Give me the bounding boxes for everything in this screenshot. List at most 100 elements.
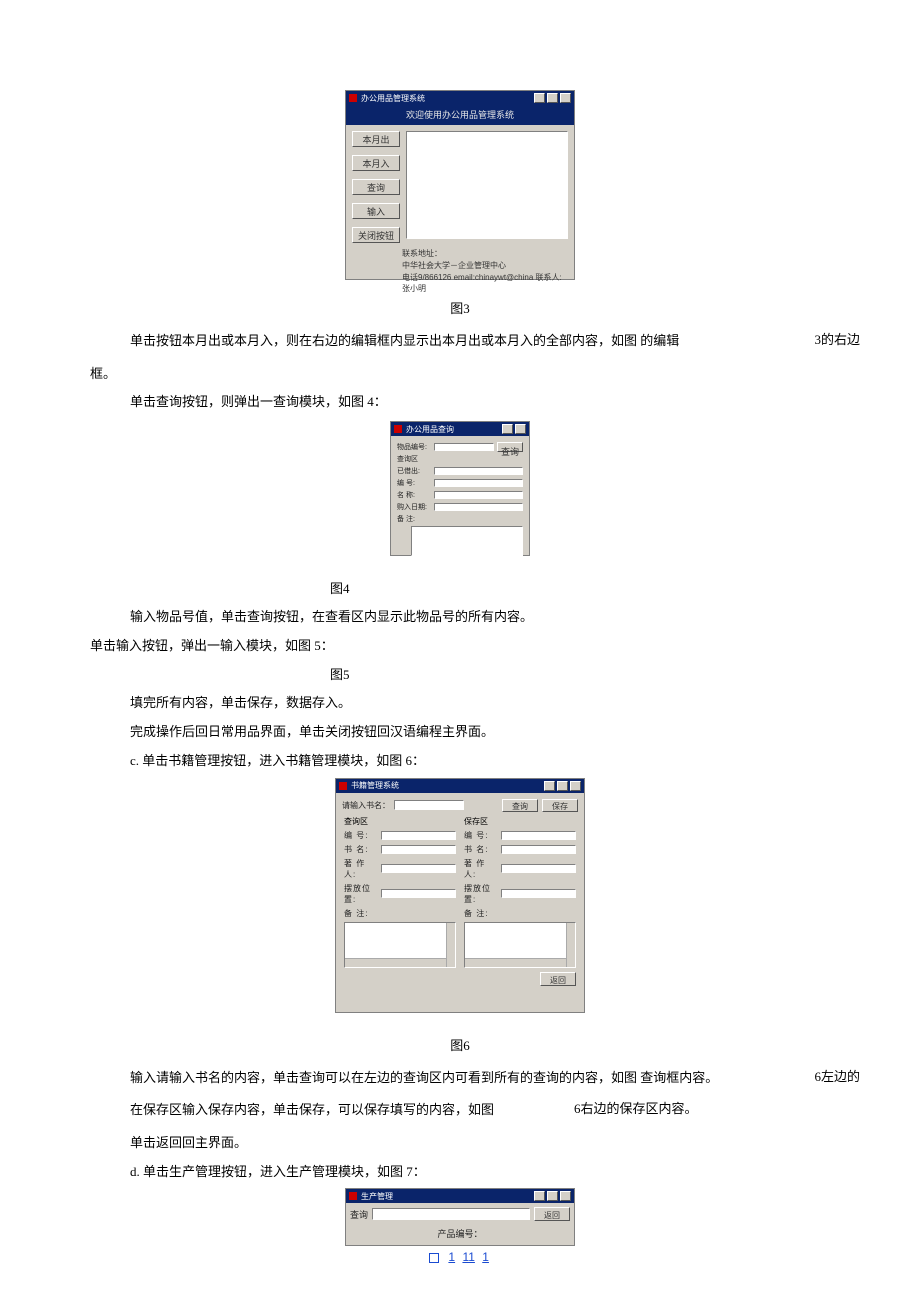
body-text: 在保存区输入保存内容，单击保存，可以保存填写的内容，如图 <box>130 1098 494 1123</box>
body-text: 填完所有内容，单击保存，数据存入。 <box>130 691 860 716</box>
field-label: 著 作 人: <box>344 858 378 880</box>
fig3-caption: 图3 <box>60 298 860 317</box>
maximize-icon <box>557 781 568 791</box>
fig4-titlebar: 办公用品查询 <box>391 422 529 436</box>
search-input[interactable] <box>372 1208 530 1220</box>
body-text: 框。 <box>90 362 860 387</box>
id-input[interactable] <box>434 479 523 487</box>
back-button[interactable]: 返回 <box>534 1207 570 1221</box>
query-area: 查询区 编 号: 书 名: 著 作 人: 摆放位置: 备 注: <box>344 816 456 968</box>
remark-textarea[interactable] <box>411 526 523 556</box>
maximize-icon <box>547 93 558 103</box>
q-author-input[interactable] <box>381 864 456 873</box>
bookname-label: 请输入书名： <box>342 800 390 811</box>
body-text-right: 6左边的 <box>794 1066 860 1095</box>
query-button[interactable]: 查询 <box>352 179 400 195</box>
fig3-title: 办公用品管理系统 <box>361 93 425 104</box>
field-label: 编 号: <box>397 478 431 488</box>
body-text: 输入请输入书名的内容，单击查询可以在左边的查询区内可看到所有的查询的内容，如图 … <box>130 1066 718 1091</box>
minimize-icon <box>534 93 545 103</box>
s-author-input[interactable] <box>501 864 576 873</box>
contact-detail: 电话9/866126 email:chinaywt@china 联系人:张小明 <box>402 272 568 294</box>
pager-box-icon <box>429 1253 439 1263</box>
save-button[interactable]: 保存 <box>542 799 578 812</box>
fig3-footer: 联系地址： 中华社会大学－企业管理中心 电话9/866126 email:chi… <box>346 245 574 299</box>
field-label: 书 名: <box>464 844 498 855</box>
save-area-header: 保存区 <box>464 816 576 827</box>
app-icon <box>349 1192 357 1200</box>
field-label: 摆放位置: <box>464 883 498 905</box>
minimize-icon <box>544 781 555 791</box>
scrollbar-v-icon <box>566 923 575 967</box>
body-text: 单击返回回主界面。 <box>130 1131 860 1156</box>
q-pos-input[interactable] <box>381 889 456 898</box>
fig7-screenshot: 生产管理 查询 返回 产品编号： <box>345 1188 575 1246</box>
pager: 1 11 1 <box>60 1250 860 1264</box>
fig6-screenshot: 书籍管理系统 请输入书名： 查询 保存 查询区 编 号: 书 名: 著 作 人:… <box>335 778 585 1013</box>
field-label: 购入日期: <box>397 502 431 512</box>
body-text-right: 3的右边 <box>794 329 860 358</box>
body-text-right: 6右边的保存区内容。 <box>574 1098 698 1127</box>
close-icon <box>515 424 526 434</box>
field-label: 摆放位置: <box>344 883 378 905</box>
fig3-screenshot: 办公用品管理系统 欢迎使用办公用品管理系统 本月出 本月入 查询 输入 关闭按钮… <box>345 90 575 280</box>
close-icon <box>570 781 581 791</box>
item-id-input[interactable] <box>434 443 494 451</box>
query-area-header: 查询区 <box>344 816 456 827</box>
fig7-titlebar: 生产管理 <box>346 1189 574 1203</box>
field-label: 编 号: <box>464 830 498 841</box>
fig6-caption: 图6 <box>60 1035 860 1054</box>
s-name-input[interactable] <box>501 845 576 854</box>
fig3-titlebar: 办公用品管理系统 <box>346 91 574 105</box>
query-button[interactable]: 查询 <box>502 799 538 812</box>
save-area: 保存区 编 号: 书 名: 著 作 人: 摆放位置: 备 注: <box>464 816 576 968</box>
search-label: 查询 <box>350 1208 368 1221</box>
fig4-caption: 图4 <box>330 578 860 597</box>
scrollbar-h-icon <box>345 958 446 967</box>
app-icon <box>349 94 357 102</box>
body-text: c. 单击书籍管理按钮，进入书籍管理模块，如图 6： <box>130 749 860 774</box>
fig4-title: 办公用品查询 <box>406 424 454 435</box>
query-button[interactable]: 查询 <box>497 442 523 452</box>
fig6-titlebar: 书籍管理系统 <box>336 779 584 793</box>
field-label: 备 注: <box>344 908 378 919</box>
date-input[interactable] <box>434 503 523 511</box>
close-icon <box>560 1191 571 1201</box>
page-link[interactable]: 1 <box>448 1250 455 1264</box>
borrowed-input[interactable] <box>434 467 523 475</box>
s-pos-input[interactable] <box>501 889 576 898</box>
close-button[interactable]: 关闭按钮 <box>352 227 400 243</box>
name-input[interactable] <box>434 491 523 499</box>
month-in-button[interactable]: 本月入 <box>352 155 400 171</box>
q-remark-textarea[interactable] <box>344 922 456 968</box>
page-link[interactable]: 11 <box>462 1250 474 1264</box>
s-id-input[interactable] <box>501 831 576 840</box>
fig6-title: 书籍管理系统 <box>351 780 399 791</box>
app-icon <box>339 782 347 790</box>
close-icon <box>560 93 571 103</box>
q-id-input[interactable] <box>381 831 456 840</box>
field-label: 备 注: <box>397 514 431 524</box>
s-remark-textarea[interactable] <box>464 922 576 968</box>
body-text: d. 单击生产管理按钮，进入生产管理模块，如图 7： <box>130 1160 860 1185</box>
back-button[interactable]: 返回 <box>540 972 576 986</box>
fig3-banner: 欢迎使用办公用品管理系统 <box>346 105 574 125</box>
field-label: 备 注: <box>464 908 498 919</box>
contact-org: 中华社会大学－企业管理中心 <box>402 260 568 271</box>
field-label: 书 名: <box>344 844 378 855</box>
contact-label: 联系地址： <box>402 248 568 259</box>
minimize-icon <box>502 424 513 434</box>
fig3-editbox[interactable] <box>406 131 568 239</box>
month-out-button[interactable]: 本月出 <box>352 131 400 147</box>
maximize-icon <box>547 1191 558 1201</box>
input-button[interactable]: 输入 <box>352 203 400 219</box>
q-name-input[interactable] <box>381 845 456 854</box>
body-text: 单击查询按钮，则弹出一查询模块，如图 4： <box>130 390 860 415</box>
minimize-icon <box>534 1191 545 1201</box>
field-label: 已借出: <box>397 466 431 476</box>
field-label: 著 作 人: <box>464 858 498 880</box>
bookname-input[interactable] <box>394 800 464 810</box>
body-text: 单击按钮本月出或本月入，则在右边的编辑框内显示出本月出或本月入的全部内容，如图 … <box>130 329 679 354</box>
page-link[interactable]: 1 <box>482 1250 489 1264</box>
app-icon <box>394 425 402 433</box>
